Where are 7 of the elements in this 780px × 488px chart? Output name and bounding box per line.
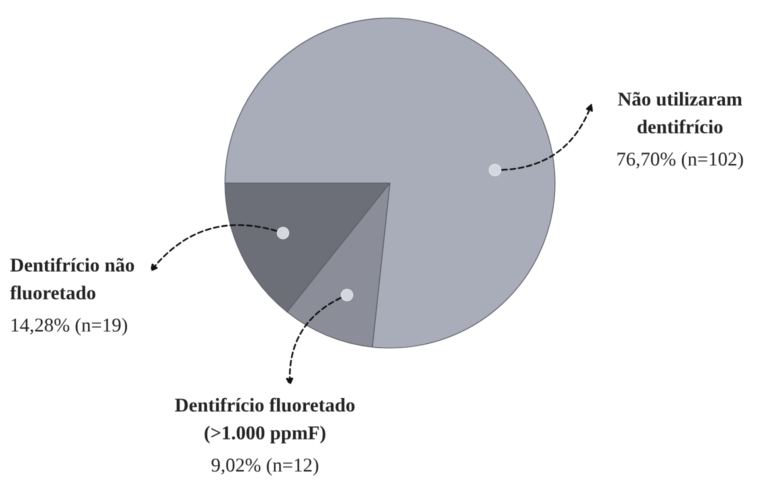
- slice-label: Não utilizaram dentifrício: [618, 92, 742, 134]
- slice-label: Dentifrício fluoretado (>1.000 ppmF): [175, 398, 355, 444]
- pie-slice: [224, 18, 556, 348]
- data-label: 14,28% (n=19): [12, 318, 128, 336]
- data-label: 76,70% (n=102): [617, 152, 743, 170]
- data-label: 9,02% (n=12): [212, 458, 318, 476]
- slice-label: Dentifrício não fluoretado: [10, 258, 134, 300]
